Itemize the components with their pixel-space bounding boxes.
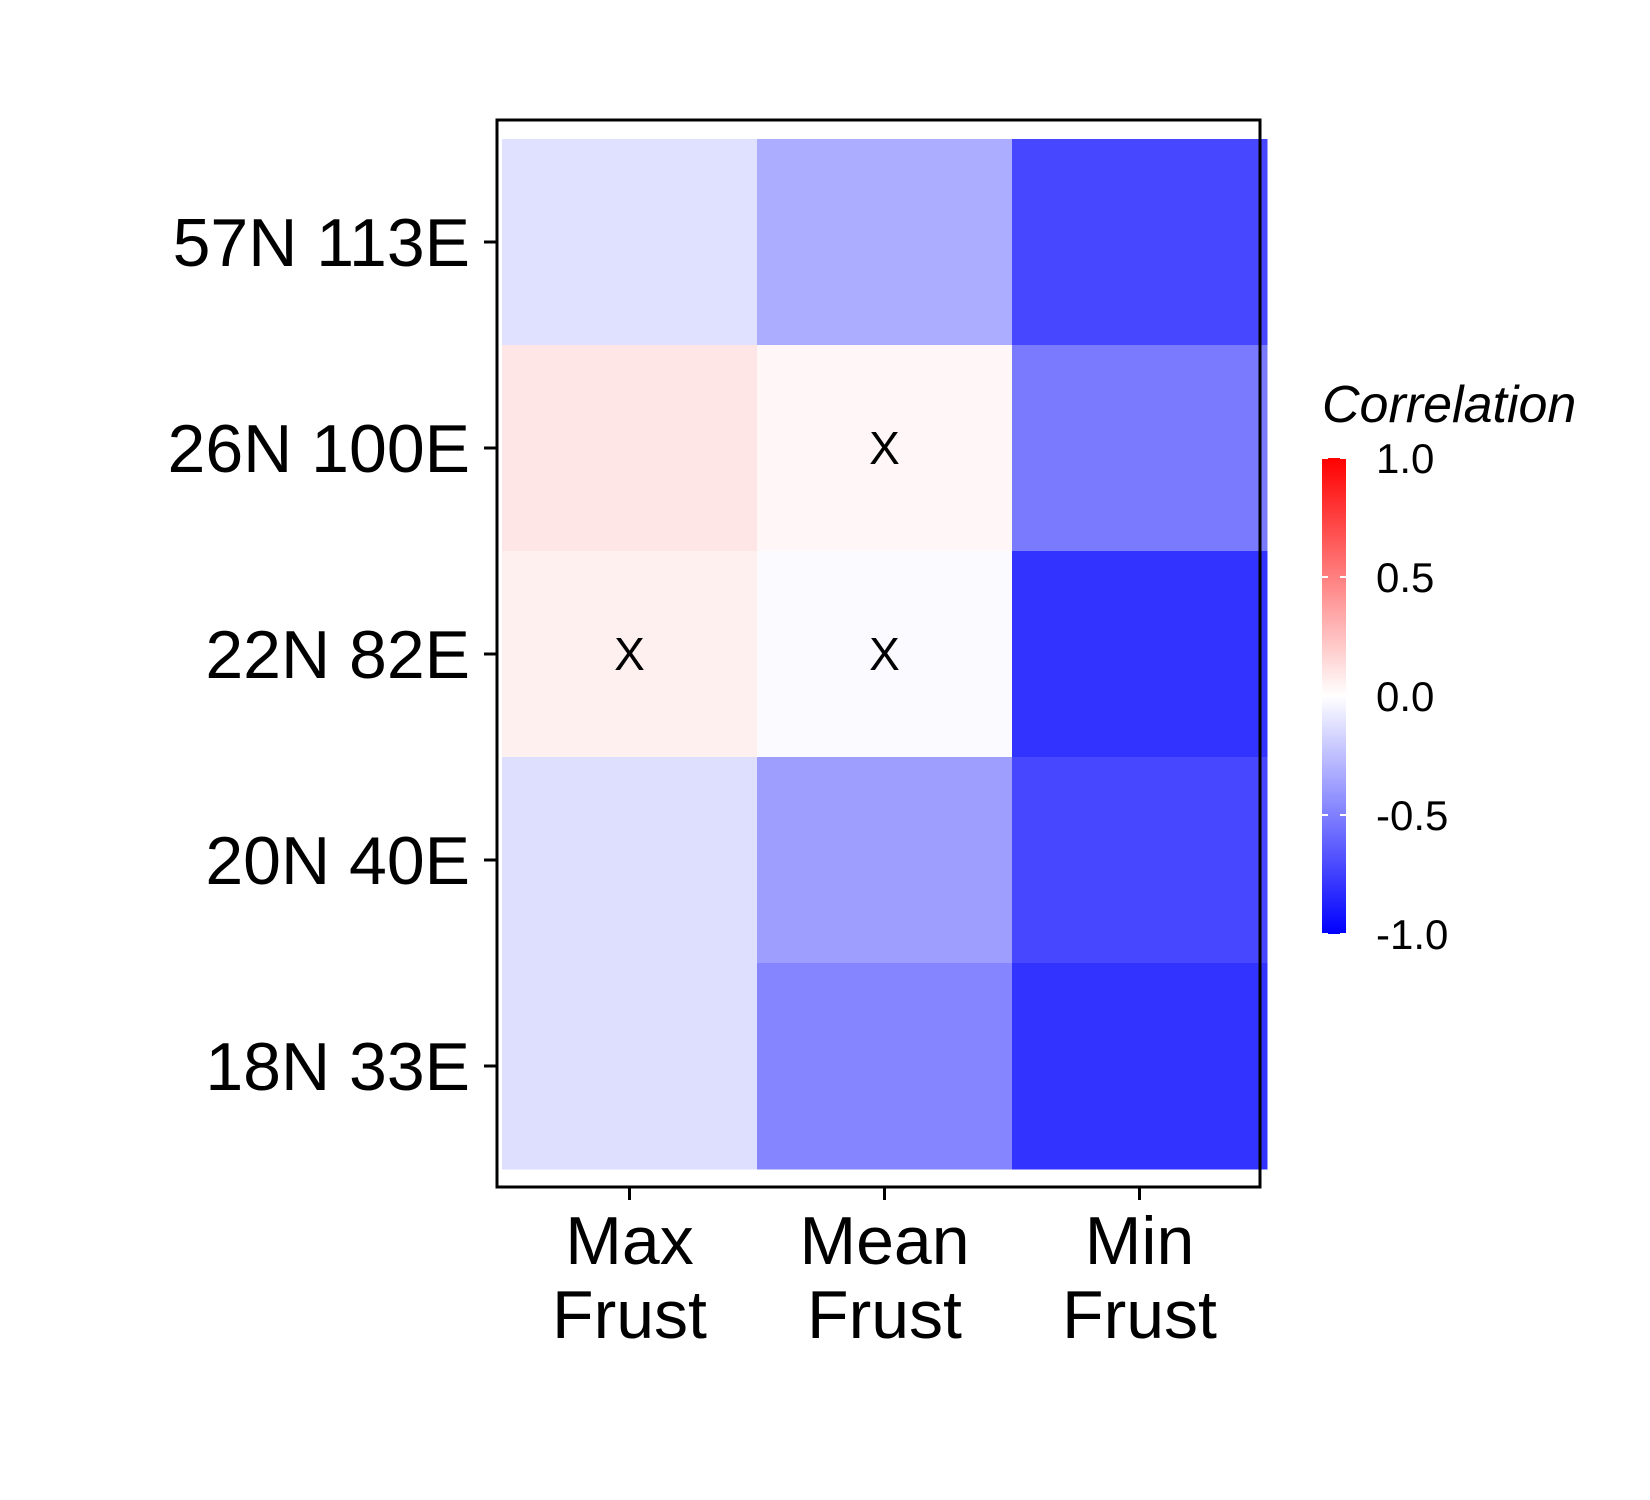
legend-ticks: 1.0 0.5 0.0 -0.5 -1.0: [1322, 435, 1448, 958]
significance-mark: X: [869, 628, 900, 680]
heatmap-cell: [502, 551, 758, 758]
y-tick-label: 22N 82E: [205, 617, 470, 693]
heatmap-cell: [757, 757, 1013, 964]
x-tick-label: Min Frust: [1062, 1203, 1217, 1353]
heatmap-cells: X X X: [502, 139, 1268, 1170]
x-tick-label: Mean Frust: [799, 1203, 969, 1353]
significance-mark: X: [614, 628, 645, 680]
x-axis: Max Frust Mean Frust Min Frust: [552, 1187, 1217, 1353]
y-axis: 57N 113E 26N 100E 22N 82E 20N 40E 18N 33E: [168, 205, 497, 1105]
heatmap-cell: [502, 345, 758, 552]
legend-title: Correlation: [1322, 376, 1576, 434]
heatmap-cell: [502, 757, 758, 964]
x-tick-label: Max Frust: [552, 1203, 707, 1353]
heatmap-cell: [502, 963, 758, 1170]
legend-tick-label: -1.0: [1376, 911, 1448, 958]
heatmap-cell: [757, 139, 1013, 346]
significance-mark: X: [869, 422, 900, 474]
legend-tick-label: 0.0: [1376, 673, 1434, 720]
legend-tick-label: 0.5: [1376, 554, 1434, 601]
y-tick-label: 26N 100E: [168, 411, 470, 487]
heatmap-cell: [502, 139, 758, 346]
heatmap-cell: [1012, 757, 1268, 964]
legend-tick-label: -0.5: [1376, 792, 1448, 839]
heatmap-cell: [1012, 139, 1268, 346]
heatmap-cell: [1012, 963, 1268, 1170]
heatmap-cell: [757, 551, 1013, 758]
heatmap-cell: [757, 345, 1013, 552]
y-tick-label: 20N 40E: [205, 823, 470, 899]
heatmap-cell: [1012, 345, 1268, 552]
y-tick-label: 18N 33E: [205, 1029, 470, 1105]
heatmap-cell: [1012, 551, 1268, 758]
legend-tick-label: 1.0: [1376, 435, 1434, 482]
heatmap-cell: [757, 963, 1013, 1170]
y-tick-label: 57N 113E: [173, 205, 470, 281]
legend: Correlation 1.0 0.5 0.0 -0.5 -1.0: [1322, 376, 1576, 958]
